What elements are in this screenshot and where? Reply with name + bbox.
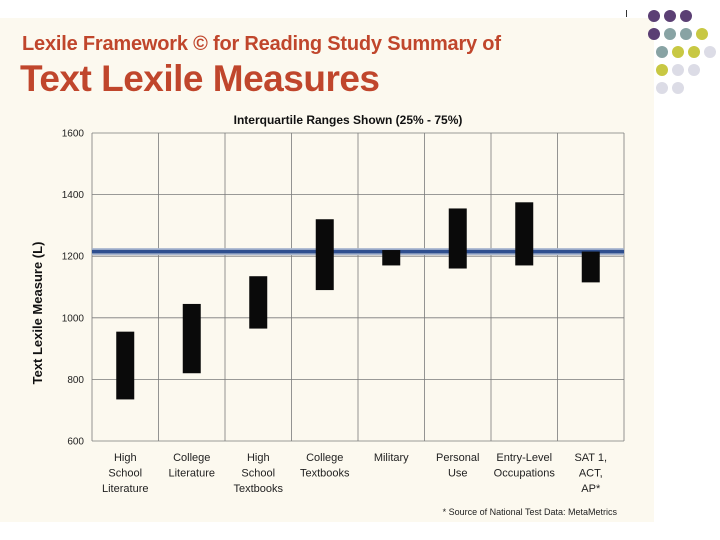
range-bar bbox=[581, 251, 600, 283]
category-label: AP* bbox=[581, 483, 601, 495]
category-label: Literature bbox=[169, 468, 215, 480]
y-axis-title: Text Lexile Measure (L) bbox=[30, 242, 45, 385]
corner-mark bbox=[626, 10, 627, 17]
category-label: Military bbox=[374, 452, 409, 464]
category-label: College bbox=[306, 452, 343, 464]
category-label: Use bbox=[448, 468, 468, 480]
range-bars bbox=[116, 202, 600, 400]
category-label: Literature bbox=[102, 483, 148, 495]
category-label: Personal bbox=[436, 452, 479, 464]
y-tick-labels: 600 800 1000 1200 1400 1600 bbox=[62, 129, 85, 448]
range-bar bbox=[382, 250, 401, 266]
decor-dot bbox=[664, 28, 676, 40]
decor-dot bbox=[648, 10, 660, 22]
category-label: High bbox=[114, 452, 137, 464]
decor-dot bbox=[656, 46, 668, 58]
category-label: Textbooks bbox=[233, 483, 283, 495]
y-tick-label: 1600 bbox=[62, 129, 85, 140]
decor-dot bbox=[704, 46, 716, 58]
category-label: School bbox=[108, 468, 142, 480]
decor-dot bbox=[672, 82, 684, 94]
range-bar bbox=[448, 208, 467, 269]
category-label: SAT 1, bbox=[574, 452, 607, 464]
range-bar bbox=[249, 276, 268, 329]
decorative-dot-grid bbox=[648, 10, 716, 94]
category-label: High bbox=[247, 452, 270, 464]
y-tick-label: 1000 bbox=[62, 313, 85, 324]
y-tick-label: 1400 bbox=[62, 190, 85, 201]
category-label: Occupations bbox=[494, 468, 556, 480]
title-line-2: Text Lexile Measures bbox=[20, 58, 380, 99]
chart-subtitle: Interquartile Ranges Shown (25% - 75%) bbox=[234, 113, 463, 127]
category-label: College bbox=[173, 452, 210, 464]
category-label: Entry-Level bbox=[496, 452, 552, 464]
decor-dot bbox=[672, 64, 684, 76]
range-bar bbox=[116, 331, 135, 400]
decor-dot bbox=[688, 46, 700, 58]
category-labels: High School Literature College Literature Hig… bbox=[102, 452, 607, 495]
y-tick-label: 1200 bbox=[62, 252, 85, 263]
decor-dot bbox=[696, 28, 708, 40]
y-tick-label: 600 bbox=[67, 437, 84, 448]
decor-dot bbox=[664, 10, 676, 22]
y-tick-label: 800 bbox=[67, 375, 84, 386]
decor-dot bbox=[680, 10, 692, 22]
range-bar bbox=[182, 303, 201, 374]
decor-dot bbox=[656, 82, 668, 94]
source-note: * Source of National Test Data: MetaMetr… bbox=[443, 507, 618, 517]
decor-dot bbox=[648, 28, 660, 40]
range-bar bbox=[315, 219, 334, 291]
title-line-1: Lexile Framework © for Reading Study Sum… bbox=[22, 33, 501, 55]
decor-dot bbox=[680, 28, 692, 40]
chart-grid bbox=[91, 132, 625, 442]
range-bar bbox=[515, 202, 534, 266]
decor-dot bbox=[672, 46, 684, 58]
decor-dot bbox=[688, 64, 700, 76]
category-label: ACT, bbox=[579, 468, 603, 480]
category-label: Textbooks bbox=[300, 468, 350, 480]
decor-dot bbox=[656, 64, 668, 76]
category-label: School bbox=[241, 468, 275, 480]
